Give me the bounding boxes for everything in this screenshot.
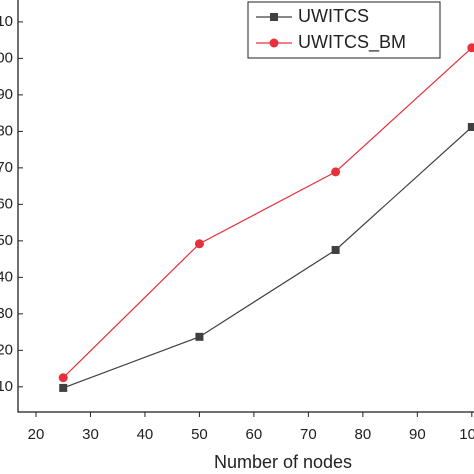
- legend-marker: [269, 38, 279, 48]
- legend-label: UWITCS_BM: [298, 32, 406, 53]
- plot-frame: [17, 0, 474, 413]
- y-tick-label: 30: [0, 305, 13, 322]
- x-tick-label: 80: [355, 426, 372, 443]
- y-tick-label: 60: [0, 195, 13, 212]
- legend: UWITCS UWITCS_BM: [247, 1, 441, 59]
- x-tick-label: 90: [409, 426, 426, 443]
- series-line: [62, 47, 473, 379]
- series-line: [63, 126, 473, 389]
- y-tick-label: 80: [0, 122, 13, 139]
- y-tick-label: 100: [0, 49, 13, 66]
- marker: [467, 43, 474, 53]
- legend-label: UWITCS: [298, 6, 369, 26]
- x-tick-label: 70: [300, 426, 317, 443]
- y-tick-label: 10: [0, 378, 13, 395]
- x-tick-label: 50: [191, 426, 208, 443]
- marker: [331, 245, 340, 254]
- x-tick-label: 40: [137, 426, 154, 443]
- legend-box: [247, 1, 441, 59]
- x-tick-label: 60: [246, 426, 263, 443]
- marker: [467, 122, 474, 131]
- marker: [195, 332, 204, 341]
- legend-marker: [270, 13, 278, 21]
- x-tick-label: 30: [82, 426, 99, 443]
- x-axis-title: Number of nodes: [214, 452, 352, 472]
- y-tick-label: 70: [0, 159, 13, 176]
- marker: [194, 239, 204, 249]
- marker: [58, 373, 68, 383]
- marker: [331, 167, 341, 177]
- y-tick-label: 20: [0, 341, 13, 358]
- marker: [59, 383, 68, 392]
- y-tick-label: 110: [0, 13, 13, 30]
- x-tick-label: 100: [459, 426, 474, 443]
- y-tick-label: 90: [0, 86, 13, 103]
- y-tick-label: 50: [0, 232, 13, 249]
- x-tick-label: 20: [28, 426, 45, 443]
- y-tick-label: 40: [0, 268, 13, 285]
